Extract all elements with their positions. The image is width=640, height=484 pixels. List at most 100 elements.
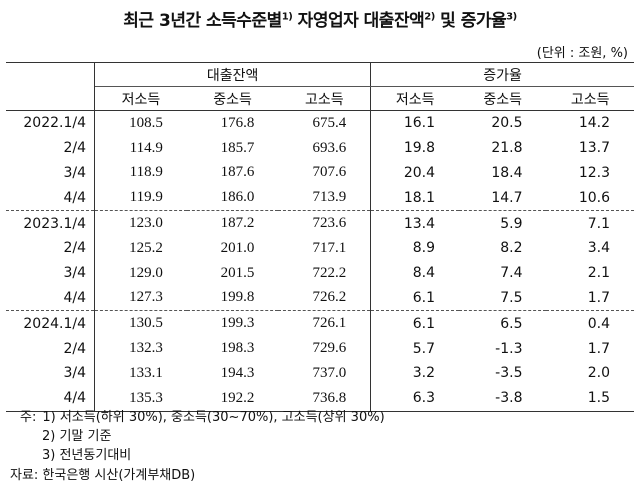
cell: 1.5: [546, 385, 634, 412]
cell: 0.4: [587, 315, 610, 332]
cell: 726.1: [312, 315, 347, 332]
cell: 8.9: [370, 235, 460, 261]
table-row: 3/4 118.9 187.6 707.6 20.4 18.4 12.3: [6, 160, 634, 186]
footnote-ref: 2): [424, 11, 435, 23]
cell: 726.2: [278, 285, 371, 312]
cell: 135.3: [94, 385, 187, 412]
row-label: 2024.1/4: [6, 310, 95, 337]
row-label: 3/4: [6, 160, 95, 186]
cell: 13.7: [578, 140, 610, 157]
cell: 1.7: [546, 285, 634, 312]
column-header: 저소득: [370, 86, 460, 111]
cell: 187.2: [220, 215, 255, 232]
cell: 133.1: [129, 364, 163, 381]
cell: 8.4: [370, 260, 460, 286]
cell: 114.9: [129, 139, 163, 156]
data-table: 대출잔액 증가율 저소득 중소득 고소득 저소득 중소득 고소득 2022.1/4 108.…: [6, 62, 634, 412]
cell: 198.3: [220, 340, 255, 357]
column-header-row: 저소득 중소득 고소득 저소득 중소득 고소득: [6, 86, 634, 111]
cell: 8.2: [500, 240, 523, 257]
footnote-ref: 3): [506, 11, 517, 23]
column-header: 고소득: [305, 91, 344, 108]
footnote-ref: 1): [281, 11, 293, 23]
cell: 20.5: [491, 115, 523, 132]
note-line: 주: 1) 저소득(하위 30%), 중소득(30~70%), 고소득(상위 30…: [20, 408, 385, 427]
cell: 5.9: [500, 215, 523, 232]
row-label: 3/4: [6, 260, 95, 286]
row-label: 4/4: [6, 285, 95, 312]
cell: 10.6: [546, 185, 634, 212]
cell: 729.6: [312, 340, 347, 357]
group-header-row: 대출잔액 증가율: [6, 62, 634, 111]
cell: 713.9: [278, 185, 371, 212]
cell: -1.3: [495, 340, 523, 357]
column-header: 중소득: [213, 91, 252, 108]
cell: 16.1: [370, 110, 460, 136]
cell: 192.2: [186, 385, 279, 412]
cell: 199.8: [186, 285, 279, 312]
table-row: 2022.1/4 108.5 176.8 675.4 16.1 20.5 14.2: [6, 110, 634, 136]
table-row: 2/4 132.3 198.3 729.6 5.7 -1.3 1.7: [6, 336, 634, 361]
cell: 127.3: [94, 285, 187, 312]
cell: 18.4: [491, 164, 523, 181]
title: 최근 3년간 소득수준별1) 자영업자 대출잔액2) 및 증가율3): [0, 6, 640, 31]
cell: 722.2: [312, 264, 347, 281]
cell: 3.2: [370, 360, 460, 386]
column-header: 중소득: [483, 91, 523, 108]
cell: 723.6: [312, 215, 347, 232]
cell: 14.7: [459, 185, 547, 212]
corner-cell: [6, 62, 95, 111]
cell: 19.8: [370, 135, 460, 161]
cell: 7.5: [459, 285, 547, 312]
group-header: 증가율: [370, 62, 634, 87]
cell: 185.7: [220, 139, 255, 156]
column-header: 저소득: [121, 91, 161, 108]
cell: 129.0: [129, 264, 163, 281]
cell: 6.3: [370, 385, 460, 412]
cell: 20.4: [370, 160, 460, 186]
cell: 176.8: [220, 114, 255, 131]
row-label: 4/4: [6, 385, 95, 412]
note-line: 3) 전년동기대비: [20, 446, 385, 465]
cell: 201.0: [220, 239, 255, 256]
title-text: 및 증가율: [434, 11, 507, 31]
cell: 14.2: [578, 115, 610, 132]
cell: 108.5: [129, 114, 163, 131]
cell: 1.7: [587, 340, 610, 357]
note-item: 1) 저소득(하위 30%), 중소득(30~70%), 고소득(상위 30%): [42, 410, 385, 425]
cell: 186.0: [186, 185, 279, 212]
cell: 3.4: [587, 240, 610, 257]
cell: 736.8: [278, 385, 371, 412]
row-label: 2/4: [6, 336, 95, 361]
title-text: 자영업자 대출잔액: [292, 11, 425, 31]
row-label: 3/4: [6, 360, 95, 386]
row-label: 4/4: [6, 185, 95, 212]
cell: 6.1: [370, 285, 460, 312]
table-row: 3/4 133.1 194.3 737.0 3.2 -3.5 2.0: [6, 360, 634, 386]
cell: 125.2: [129, 239, 163, 256]
group-header: 대출잔액: [94, 62, 371, 87]
row-label: 2023.1/4: [6, 210, 95, 236]
cell: 737.0: [312, 364, 347, 381]
cell: 693.6: [312, 139, 347, 156]
cell: 675.4: [312, 114, 347, 131]
table-row: 3/4 129.0 201.5 722.2 8.4 7.4 2.1: [6, 260, 634, 286]
table-row: 4/4 135.3 192.2 736.8 6.3 -3.8 1.5: [6, 385, 634, 412]
table-row: 2/4 114.9 185.7 693.6 19.8 21.8 13.7: [6, 135, 634, 161]
column-header: 고소득: [570, 91, 610, 108]
note-label: 주:: [20, 410, 37, 425]
table-row: 2023.1/4 123.0 187.2 723.6 13.4 5.9 7.1: [6, 210, 634, 236]
cell: -3.5: [495, 365, 523, 382]
source: 자료: 한국은행 시산(가계부채DB): [10, 468, 196, 483]
cell: 194.3: [220, 364, 255, 381]
note-item: 3) 전년동기대비: [42, 448, 132, 463]
cell: 118.9: [129, 164, 163, 181]
cell: 717.1: [312, 239, 347, 256]
cell: 2.1: [587, 265, 610, 282]
cell: 18.1: [370, 185, 460, 212]
cell: 707.6: [312, 164, 347, 181]
row-label: 2/4: [6, 135, 95, 161]
cell: 199.3: [220, 315, 255, 332]
cell: 6.5: [500, 315, 523, 332]
